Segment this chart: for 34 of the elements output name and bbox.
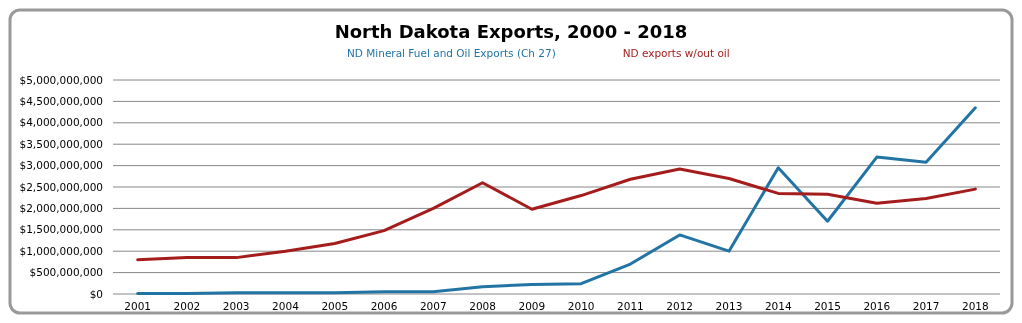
x-tick-label: 2010 [567, 300, 595, 312]
y-tick-label: $3,500,000,000 [19, 137, 103, 150]
y-tick-label: $2,500,000,000 [19, 180, 103, 193]
x-tick-label: 2002 [173, 300, 201, 312]
x-tick-label: 2011 [617, 300, 644, 312]
chart-title: North Dakota Exports, 2000 - 2018 [334, 21, 688, 42]
x-tick-label: 2004 [272, 300, 300, 312]
text: ND exports w/out oil [622, 47, 730, 59]
x-tick-label: 2007 [419, 300, 447, 312]
x-tick-label: 2005 [321, 300, 349, 312]
x-tick-label: 2009 [518, 300, 546, 312]
x-tick-label: 2003 [222, 300, 250, 312]
x-tick-label: 2017 [912, 300, 940, 312]
y-tick-label: $5,000,000,000 [19, 73, 103, 86]
x-tick-label: 2015 [814, 300, 841, 312]
y-tick-label: $1,500,000,000 [19, 223, 103, 236]
y-tick-label: $500,000,000 [29, 266, 103, 279]
x-tick-label: 2006 [370, 300, 398, 312]
line-series [136, 106, 977, 296]
line-series [136, 167, 977, 262]
x-tick-label: 2013 [715, 300, 743, 312]
y-tick-label: $4,000,000,000 [19, 116, 103, 129]
x-tick-label: 2008 [469, 300, 496, 312]
x-tick-label: 2014 [764, 300, 792, 312]
x-tick-label: 2012 [666, 300, 694, 312]
y-tick-label: $1,000,000,000 [19, 244, 103, 257]
y-tick-label: $3,000,000,000 [19, 159, 103, 172]
y-tick-label: $4,500,000,000 [19, 95, 103, 108]
y-tick-label: $2,000,000,000 [19, 202, 103, 215]
text: ND Mineral Fuel and Oil Exports (Ch 27) [347, 47, 556, 59]
y-tick-label: $0 [89, 287, 103, 300]
x-tick-label: 2001 [124, 300, 152, 312]
x-tick-label: 2018 [961, 300, 989, 312]
x-tick-label: 2016 [863, 300, 891, 312]
